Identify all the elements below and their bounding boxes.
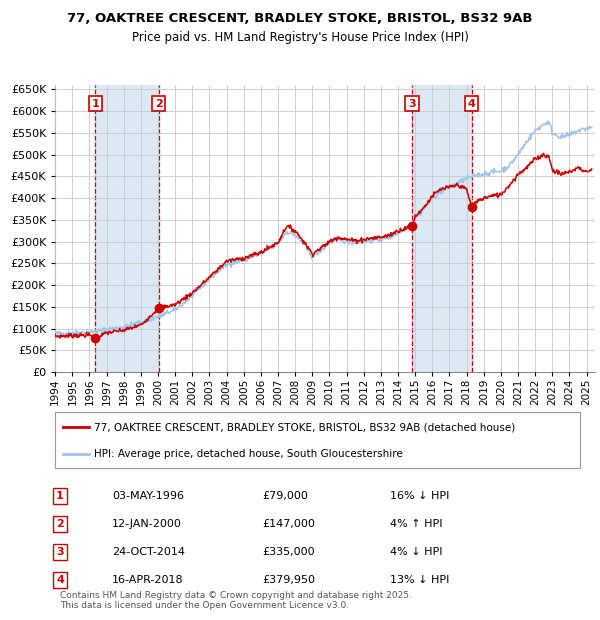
Text: 77, OAKTREE CRESCENT, BRADLEY STOKE, BRISTOL, BS32 9AB (detached house): 77, OAKTREE CRESCENT, BRADLEY STOKE, BRI…: [94, 422, 515, 432]
Text: 77, OAKTREE CRESCENT, BRADLEY STOKE, BRISTOL, BS32 9AB: 77, OAKTREE CRESCENT, BRADLEY STOKE, BRI…: [67, 12, 533, 25]
Text: 4: 4: [56, 575, 64, 585]
Text: HPI: Average price, detached house, South Gloucestershire: HPI: Average price, detached house, Sout…: [94, 449, 403, 459]
Text: 2: 2: [155, 99, 163, 108]
Text: £147,000: £147,000: [262, 519, 315, 529]
Text: 4% ↓ HPI: 4% ↓ HPI: [390, 547, 443, 557]
Bar: [95, 85, 158, 372]
Text: Price paid vs. HM Land Registry's House Price Index (HPI): Price paid vs. HM Land Registry's House …: [131, 32, 469, 45]
Text: 13% ↓ HPI: 13% ↓ HPI: [390, 575, 449, 585]
Text: 3: 3: [56, 547, 64, 557]
Text: 1: 1: [56, 491, 64, 501]
Text: 4% ↑ HPI: 4% ↑ HPI: [390, 519, 443, 529]
Text: £335,000: £335,000: [262, 547, 314, 557]
Text: 1: 1: [92, 99, 100, 108]
Text: £379,950: £379,950: [262, 575, 315, 585]
Text: 4: 4: [467, 99, 476, 108]
Text: £79,000: £79,000: [262, 491, 308, 501]
Text: 2: 2: [56, 519, 64, 529]
Text: 16% ↓ HPI: 16% ↓ HPI: [390, 491, 449, 501]
Text: 24-OCT-2014: 24-OCT-2014: [112, 547, 185, 557]
Text: 3: 3: [408, 99, 416, 108]
Text: Contains HM Land Registry data © Crown copyright and database right 2025.
This d: Contains HM Land Registry data © Crown c…: [60, 591, 412, 610]
Text: 16-APR-2018: 16-APR-2018: [112, 575, 184, 585]
Text: 12-JAN-2000: 12-JAN-2000: [112, 519, 182, 529]
Text: 03-MAY-1996: 03-MAY-1996: [112, 491, 184, 501]
Bar: [412, 85, 472, 372]
